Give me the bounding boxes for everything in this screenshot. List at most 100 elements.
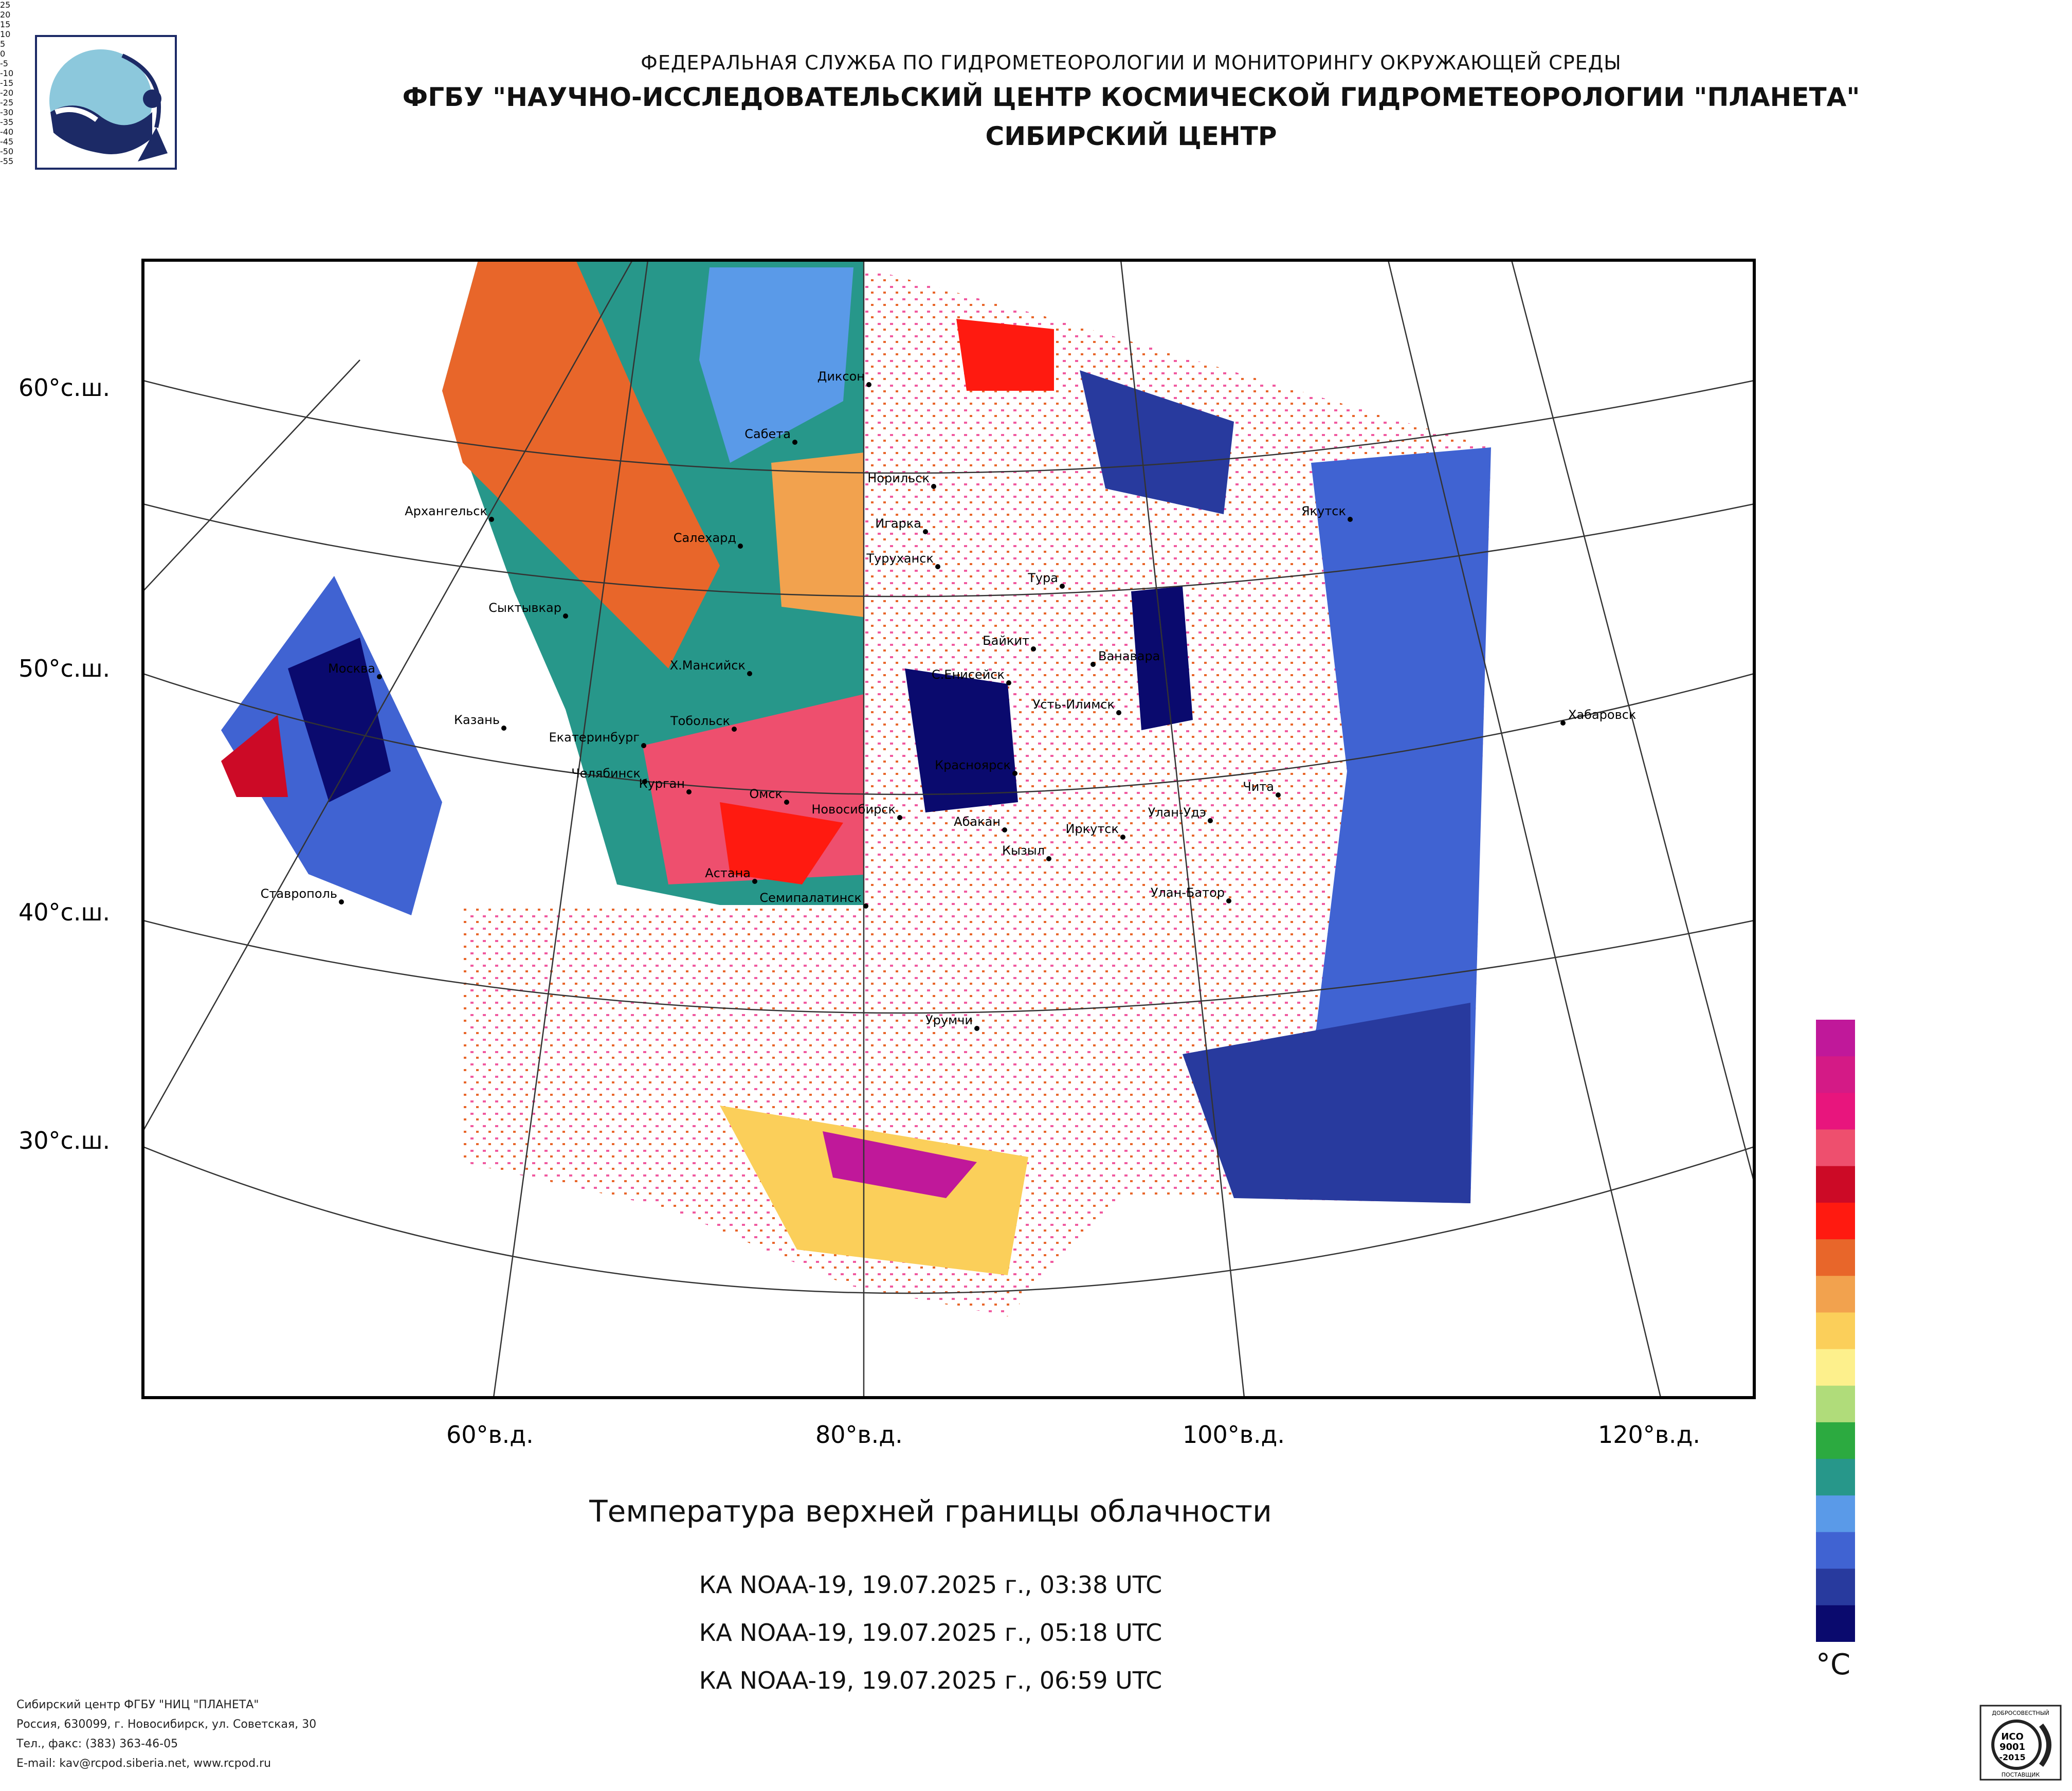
city-dot <box>1226 898 1231 903</box>
city-dot <box>1560 720 1566 726</box>
city-dot <box>1031 646 1036 652</box>
iso-mid1: ИСО <box>2001 1731 2024 1742</box>
city-dot <box>1002 827 1007 833</box>
footer-email: E-mail: kav@rcpod.siberia.net, www.rcpod… <box>16 1757 271 1770</box>
city-dot <box>563 613 568 619</box>
legend-tick-label: 15 <box>0 20 11 29</box>
city-label: Казань <box>454 713 500 727</box>
legend-swatch <box>1816 1385 1855 1423</box>
city-dot <box>1060 584 1065 589</box>
lon-label-120: 120°в.д. <box>1598 1421 1700 1449</box>
iso-mid3: -2015 <box>1999 1752 2025 1762</box>
pass-info: КА NOAA-19, 19.07.2025 г., 03:38 UTC <box>699 1571 1162 1599</box>
iso-top-text: ДОБРОСОВЕСТНЫЙ <box>1992 1710 2049 1716</box>
city-label: Архангельск <box>405 504 487 518</box>
map-frame <box>141 259 1756 1399</box>
city-label: Кызыл <box>1002 843 1045 858</box>
city-dot <box>1090 662 1096 667</box>
pass-info: КА NOAA-19, 19.07.2025 г., 05:18 UTC <box>699 1619 1162 1647</box>
city-label: Байкит <box>983 634 1029 648</box>
satellite-swath-south <box>463 905 1470 1316</box>
city-dot <box>1012 771 1017 776</box>
lat-label-40: 40°с.ш. <box>19 898 110 926</box>
lon-label-60: 60°в.д. <box>446 1421 534 1449</box>
city-label: Х.Мансийск <box>670 658 746 673</box>
legend-swatch <box>1816 1459 1855 1496</box>
lon-label-100: 100°в.д. <box>1183 1421 1285 1449</box>
legend-tick-label: 25 <box>0 0 11 10</box>
city-label: С.Енисейск <box>932 667 1005 682</box>
city-dot <box>642 779 647 784</box>
city-dot <box>377 674 382 679</box>
city-label: Челябинск <box>571 766 641 781</box>
legend-tick-label: -35 <box>0 117 14 127</box>
city-dot <box>974 1026 979 1031</box>
city-dot <box>1276 792 1281 798</box>
city-dot <box>752 879 757 884</box>
city-label: Усть-Илимск <box>1033 697 1115 712</box>
city-dot <box>784 800 789 805</box>
footer-address: Россия, 630099, г. Новосибирск, ул. Сове… <box>16 1718 317 1731</box>
city-label: Улан-Удэ <box>1148 805 1206 820</box>
city-label: Москва <box>328 661 375 676</box>
legend-tick-label: -45 <box>0 137 14 147</box>
city-label: Туруханск <box>866 551 934 566</box>
city-dot <box>931 484 936 489</box>
city-label: Сыктывкар <box>488 601 561 615</box>
legend-swatch <box>1816 1020 1855 1057</box>
city-label: Астана <box>705 866 751 880</box>
legend-tick-label: 10 <box>0 29 11 39</box>
legend-tick-label: 5 <box>0 39 6 49</box>
city-label: Тура <box>1027 571 1058 585</box>
city-dot <box>1116 710 1121 715</box>
city-dot <box>732 727 737 732</box>
city-label: Чита <box>1243 780 1274 794</box>
legend-swatch <box>1816 1093 1855 1130</box>
city-label: Урумчи <box>925 1013 973 1027</box>
legend-swatch <box>1816 1129 1855 1167</box>
city-label: Якутск <box>1301 504 1346 518</box>
header-institute: ФГБУ "НАУЧНО-ИССЛЕДОВАТЕЛЬСКИЙ ЦЕНТР КОС… <box>402 82 1860 112</box>
city-dot <box>686 789 692 794</box>
legend-swatch <box>1816 1532 1855 1569</box>
lat-label-30: 30°с.ш. <box>19 1127 110 1154</box>
city-dot <box>863 903 868 909</box>
city-label: Хабаровск <box>1568 708 1636 722</box>
city-label: Диксон <box>817 369 865 384</box>
header-agency: ФЕДЕРАЛЬНАЯ СЛУЖБА ПО ГИДРОМЕТЕОРОЛОГИИ … <box>641 51 1622 74</box>
city-label: Иркутск <box>1065 822 1119 836</box>
legend-tick-label: -10 <box>0 68 14 78</box>
city-dot <box>866 382 871 387</box>
iso-badge-icon: ДОБРОСОВЕСТНЫЙ ИСО 9001 -2015 ПОСТАВЩИК <box>1979 1705 2062 1781</box>
header-center: СИБИРСКИЙ ЦЕНТР <box>985 121 1277 151</box>
satellite-swath-central <box>442 260 874 915</box>
legend-tick-label: -50 <box>0 147 14 156</box>
legend-swatch <box>1816 1349 1855 1386</box>
satellite-swath-west <box>221 576 442 915</box>
city-label: Норильск <box>867 471 930 485</box>
city-dot <box>738 544 743 549</box>
city-dot <box>501 726 506 731</box>
city-dot <box>923 529 928 534</box>
city-label: Игарка <box>875 516 921 531</box>
legend-swatch <box>1816 1202 1855 1240</box>
legend-tick-label: -15 <box>0 78 14 88</box>
city-dot <box>489 517 494 522</box>
city-label: Курган <box>639 776 685 791</box>
city-label: Новосибирск <box>811 802 896 817</box>
city-label: Абакан <box>954 815 1001 829</box>
legend-tick-label: -55 <box>0 156 14 166</box>
city-label: Сабета <box>744 427 791 441</box>
pass-info: КА NOAA-19, 19.07.2025 г., 06:59 UTC <box>699 1667 1162 1694</box>
legend-tick-label: -20 <box>0 88 14 98</box>
legend-tick-label: -5 <box>0 59 8 68</box>
legend-swatch <box>1816 1276 1855 1313</box>
city-dot <box>1046 856 1051 861</box>
city-dot <box>747 671 752 676</box>
legend-tick-label: -25 <box>0 98 14 107</box>
lat-label-60: 60°с.ш. <box>19 374 110 402</box>
city-label: Улан-Батор <box>1151 885 1225 900</box>
city-dot <box>897 815 902 820</box>
legend-labels: 25 20 15 10 5 0 -5 -10 -15 -20 -25 -30 -35 -40 -45 -50-… <box>0 0 2072 166</box>
